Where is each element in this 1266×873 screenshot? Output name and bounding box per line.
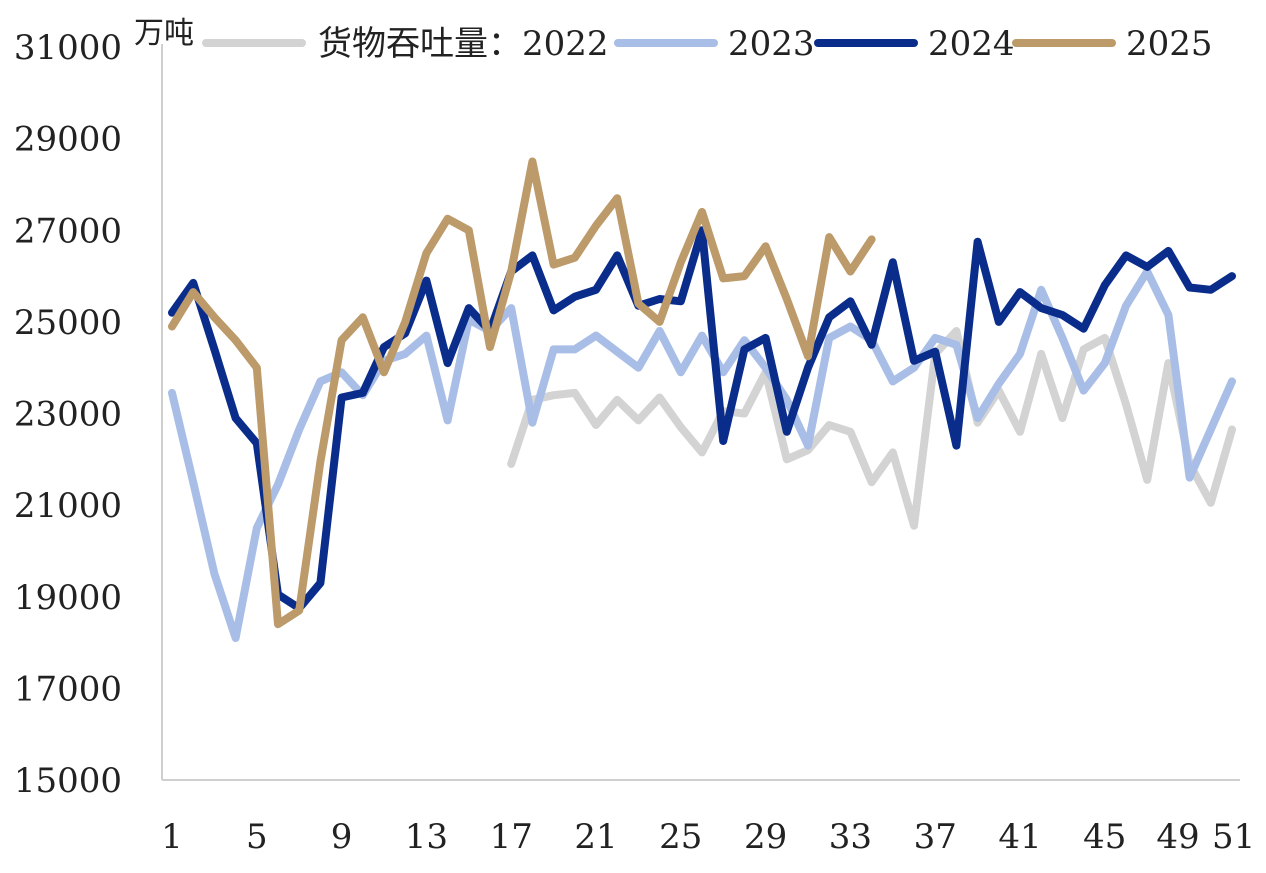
legend-label-2024: 2024 [928, 24, 1015, 64]
y-tick-label: 25000 [14, 303, 122, 343]
x-tick-label: 33 [829, 817, 872, 857]
legend: 货物吞吐量：2022 2023 2024 2025 [202, 24, 1213, 64]
legend-label-2023: 2023 [728, 24, 815, 64]
y-tick-label: 19000 [14, 578, 122, 618]
x-tick-label: 21 [574, 817, 617, 857]
x-tick-label: 37 [914, 817, 957, 857]
x-tick-label: 9 [331, 817, 353, 857]
x-tick-label: 45 [1083, 817, 1126, 857]
unit-label: 万吨 [134, 16, 194, 51]
x-tick-label: 17 [490, 817, 533, 857]
x-tick-label: 51 [1212, 817, 1255, 857]
series-line-2024 [168, 226, 1236, 613]
x-axis: 1 5 9 13 17 21 25 29 33 37 41 45 49 51 [161, 779, 1255, 857]
y-tick-label: 15000 [14, 761, 122, 801]
plot-area [168, 157, 1236, 642]
x-tick-label: 49 [1156, 817, 1199, 857]
x-tick-label: 41 [998, 817, 1041, 857]
y-tick-label: 23000 [14, 395, 122, 435]
y-axis: 15000 17000 19000 21000 23000 25000 27000 29000… [14, 28, 163, 801]
y-tick-label: 21000 [14, 486, 122, 526]
x-tick-label: 5 [246, 817, 268, 857]
series-line-2025 [168, 157, 876, 629]
x-tick-label: 13 [405, 817, 448, 857]
y-tick-label: 29000 [14, 120, 122, 160]
series-line-2023 [168, 267, 1236, 642]
series-line-2022 [507, 327, 1236, 530]
x-tick-label: 25 [659, 817, 702, 857]
x-tick-label: 1 [161, 817, 183, 857]
legend-label-2025: 2025 [1126, 24, 1213, 64]
x-tick-label: 29 [744, 817, 787, 857]
legend-label-2022: 货物吞吐量：2022 [318, 24, 609, 64]
y-tick-label: 17000 [14, 669, 122, 709]
y-tick-label: 27000 [14, 211, 122, 251]
y-tick-label: 31000 [14, 28, 122, 68]
